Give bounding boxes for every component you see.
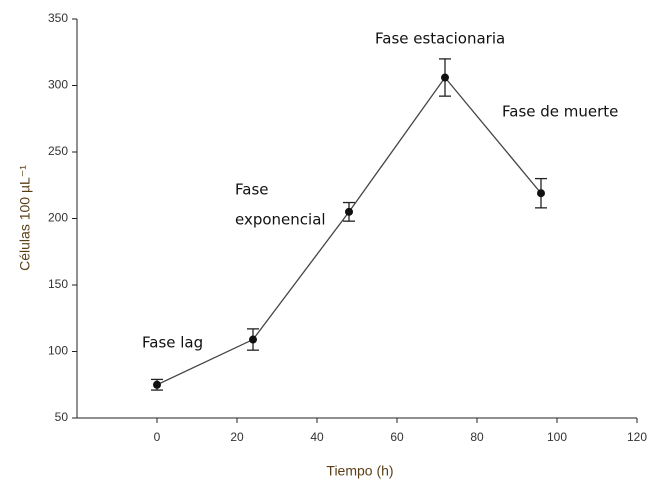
x-tick-label: 60 — [390, 430, 404, 444]
x-tick-label: 40 — [310, 430, 324, 444]
point — [345, 207, 353, 216]
y-tick-label: 300 — [48, 78, 68, 92]
annotation: Fase — [235, 181, 269, 199]
series-line — [156, 76, 542, 386]
annotation: Fase de muerte — [502, 103, 618, 121]
y-tick-label: 200 — [48, 211, 68, 225]
annotation: Fase lag — [142, 334, 203, 352]
y-tick-label: 250 — [48, 144, 68, 158]
point — [537, 189, 545, 198]
point — [441, 73, 449, 82]
y-axis-title: Células 100 µL⁻¹ — [17, 165, 33, 271]
x-tick-label: 120 — [627, 430, 647, 444]
y-tick-label: 50 — [55, 410, 69, 424]
y-tick-label: 100 — [48, 344, 68, 358]
x-axis-title: Tiempo (h) — [326, 463, 393, 479]
point — [153, 380, 161, 389]
annotation: Fase estacionaria — [375, 30, 505, 48]
point — [249, 335, 257, 344]
y-tick-label: 350 — [48, 11, 68, 25]
x-tick-label: 80 — [470, 430, 484, 444]
y-tick-label: 150 — [48, 277, 68, 291]
x-tick-label: 0 — [154, 430, 161, 444]
x-tick-label: 20 — [230, 430, 244, 444]
x-tick-label: 100 — [547, 430, 567, 444]
annotation: exponencial — [235, 211, 326, 229]
